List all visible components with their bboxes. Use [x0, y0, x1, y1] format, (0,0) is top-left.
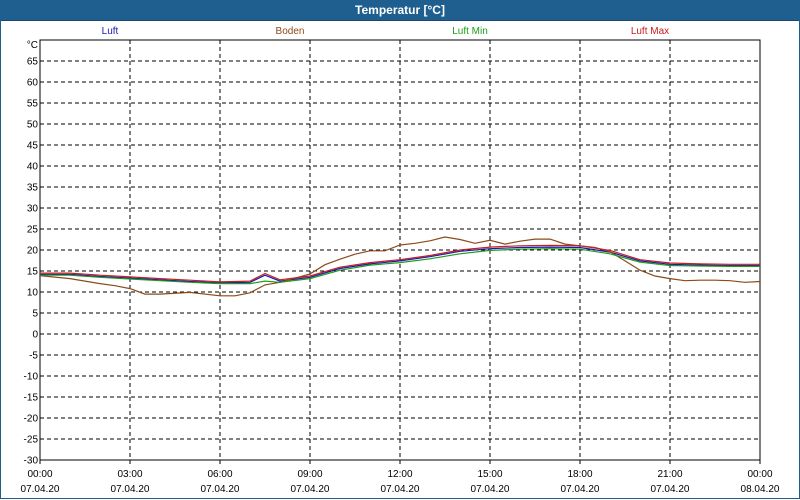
x-tick-date: 07.04.20 [381, 484, 420, 495]
y-tick-label: 5 [32, 309, 38, 320]
y-tick-label: 60 [27, 78, 39, 89]
y-tick-label: 25 [27, 225, 39, 236]
x-tick-time: 12:00 [387, 469, 412, 480]
y-tick-label: 15 [27, 267, 39, 278]
y-tick-label: 45 [27, 141, 39, 152]
y-tick-label: 0 [32, 330, 38, 341]
y-tick-label: 10 [27, 288, 39, 299]
y-tick-label: 55 [27, 99, 39, 110]
y-tick-label: 65 [27, 57, 39, 68]
x-tick-date: 07.04.20 [201, 484, 240, 495]
x-tick-date: 07.04.20 [651, 484, 690, 495]
y-axis-unit: °C [27, 40, 38, 51]
x-tick-date: 08.04.20 [741, 484, 780, 495]
y-tick-label: 40 [27, 162, 39, 173]
chart-title-bar: Temperatur [°C] [0, 0, 800, 21]
chart-title: Temperatur [°C] [355, 3, 445, 17]
x-tick-time: 09:00 [297, 469, 322, 480]
series-line-luft-min [40, 248, 760, 285]
y-tick-label: 50 [27, 120, 39, 131]
x-tick-time: 03:00 [117, 469, 142, 480]
x-tick-date: 07.04.20 [291, 484, 330, 495]
legend-entry-luft-min: Luft Min [452, 26, 488, 37]
x-tick-time: 15:00 [477, 469, 502, 480]
y-tick-label: -15 [24, 393, 39, 404]
series-line-luft [40, 246, 760, 284]
y-tick-label: -20 [24, 414, 39, 425]
y-tick-label: -5 [29, 351, 38, 362]
legend-entry-luft: Luft [102, 26, 119, 37]
x-tick-time: 18:00 [567, 469, 592, 480]
x-tick-date: 07.04.20 [111, 484, 150, 495]
y-tick-label: -30 [24, 456, 39, 467]
x-tick-time: 06:00 [207, 469, 232, 480]
x-tick-date: 07.04.20 [21, 484, 60, 495]
x-tick-time: 00:00 [747, 469, 772, 480]
series-line-boden [39, 236, 761, 297]
legend-entry-boden: Boden [276, 26, 305, 37]
y-tick-label: 35 [27, 183, 39, 194]
x-tick-date: 07.04.20 [561, 484, 600, 495]
x-tick-date: 07.04.20 [471, 484, 510, 495]
y-tick-label: 20 [27, 246, 39, 257]
legend-entry-luft-max: Luft Max [631, 26, 669, 37]
x-tick-time: 00:00 [27, 469, 52, 480]
series-line-luft-max [40, 244, 760, 283]
y-tick-label: -10 [24, 372, 39, 383]
y-tick-label: 30 [27, 204, 39, 215]
y-tick-label: -25 [24, 435, 39, 446]
x-tick-time: 21:00 [657, 469, 682, 480]
